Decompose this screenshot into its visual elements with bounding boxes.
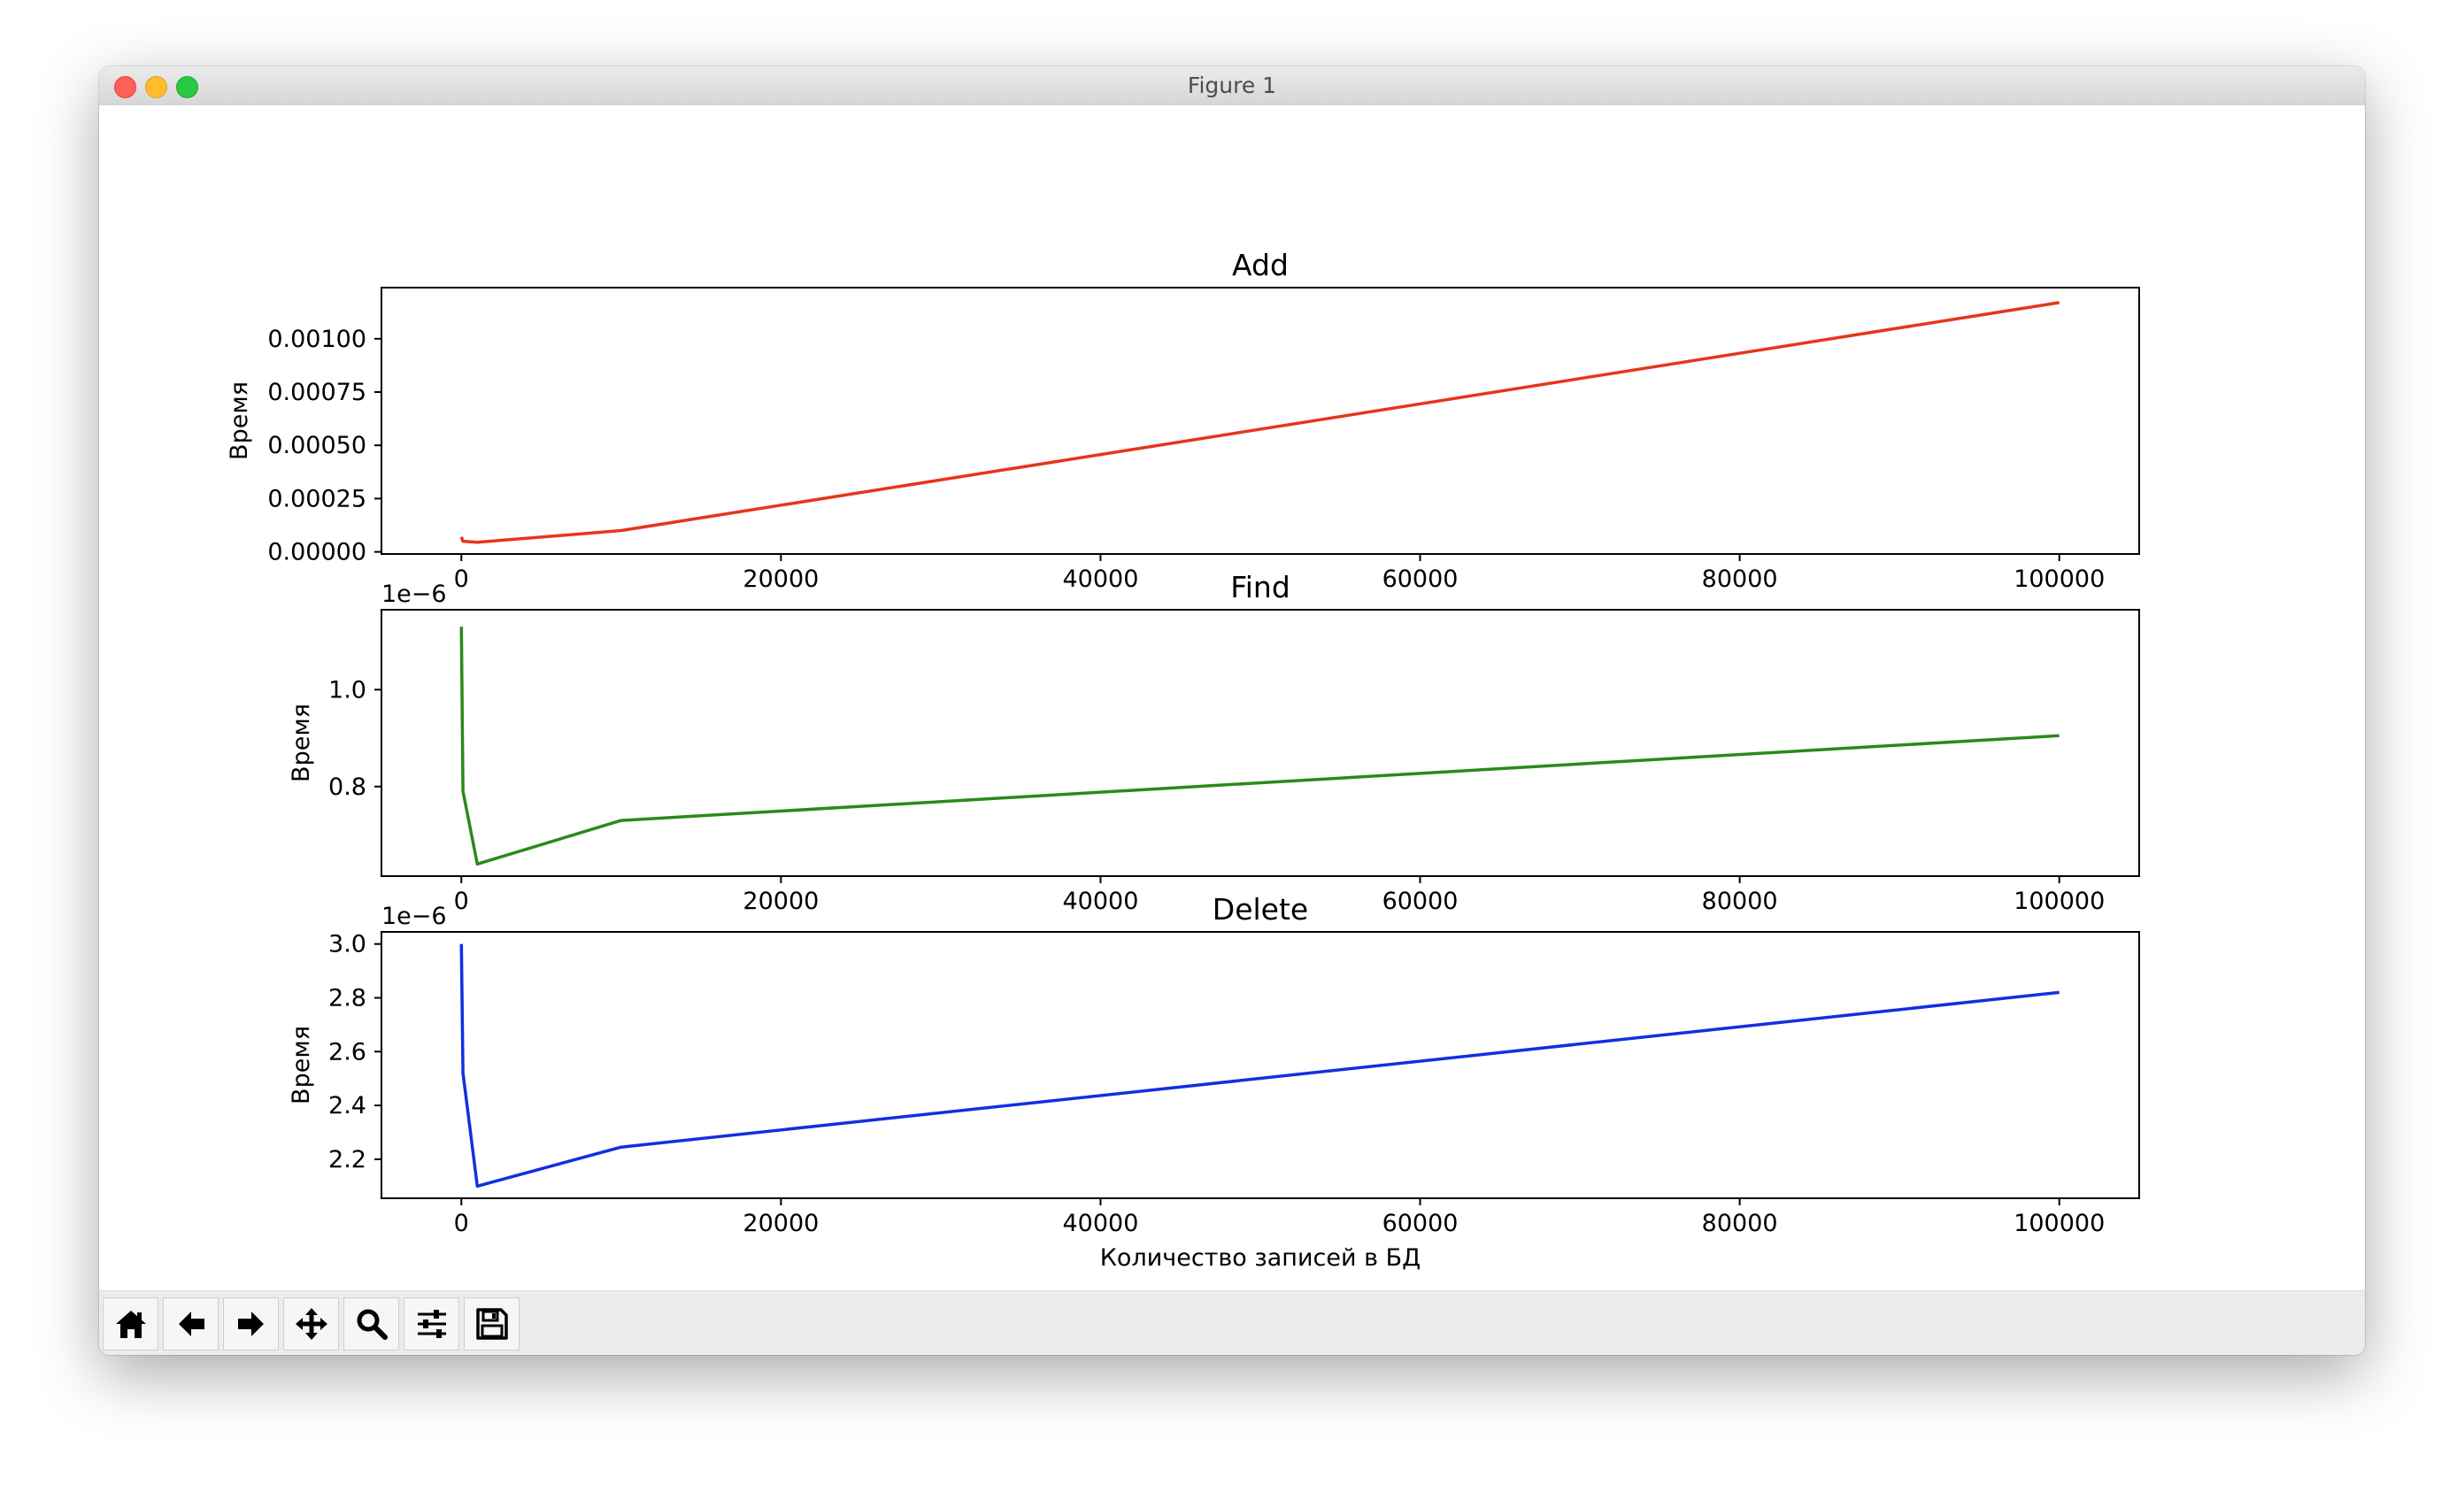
x-tick-label: 40000 [1063, 1210, 1139, 1237]
x-tick-label: 100000 [2014, 1210, 2105, 1237]
x-tick-label: 80000 [1702, 888, 1778, 915]
x-tick-label: 20000 [743, 1210, 819, 1237]
y-tick-label: 3.0 [328, 931, 366, 958]
move-icon [296, 1308, 327, 1340]
subplot-find: 0 20000 40000 60000 80000 100000 0.8 1.0 Find Вре… [288, 570, 2140, 915]
y-tick-label: 2.8 [328, 984, 366, 1012]
y-tick-label: 1.0 [328, 676, 366, 704]
back-button[interactable] [163, 1297, 219, 1350]
title-bar: Figure 1 [99, 66, 2365, 106]
navigation-toolbar [99, 1290, 2365, 1355]
pan-button[interactable] [283, 1297, 339, 1350]
window-title: Figure 1 [1187, 73, 1277, 98]
x-tick-label: 80000 [1702, 566, 1778, 593]
x-tick-label: 40000 [1063, 888, 1139, 915]
y-axis-label: Время [288, 1026, 315, 1104]
series-line [459, 301, 2060, 544]
series-line [459, 943, 2060, 1189]
y-offset-text: 1e−6 [381, 581, 447, 608]
y-tick-label: 0.00100 [267, 326, 366, 353]
subplot-title: Delete [1213, 892, 1308, 927]
save-button[interactable] [464, 1297, 520, 1350]
x-tick-label: 20000 [743, 888, 819, 915]
close-window-button[interactable] [114, 76, 136, 98]
y-axis-label: Время [226, 381, 253, 460]
axes-frame [381, 609, 2140, 877]
magnifier-icon [357, 1309, 388, 1340]
x-tick-label: 40000 [1063, 566, 1139, 593]
y-tick-label: 0.00025 [267, 485, 366, 512]
x-axis-label: Количество записей в БД [1100, 1244, 1421, 1272]
zoom-window-button[interactable] [176, 76, 198, 98]
y-tick-label: 0.8 [328, 773, 366, 801]
axes-frame [381, 931, 2140, 1199]
arrow-left-icon [179, 1312, 204, 1336]
arrow-right-icon [238, 1312, 264, 1336]
y-offset-text: 1e−6 [381, 903, 447, 930]
configure-subplots-button[interactable] [404, 1297, 459, 1350]
y-tick-label: 2.6 [328, 1038, 366, 1066]
y-tick-label: 0.00075 [267, 379, 366, 406]
subplot-delete: 0 20000 40000 60000 80000 100000 2.2 2.4 2.6 2.8 3… [288, 892, 2140, 1272]
x-tick-label: 100000 [2014, 888, 2105, 915]
x-tick-label: 60000 [1382, 566, 1459, 593]
x-tick-label: 20000 [743, 566, 819, 593]
y-tick-label: 2.4 [328, 1092, 366, 1120]
x-tick-label: 0 [454, 888, 469, 915]
zoom-button[interactable] [343, 1297, 399, 1350]
y-tick-label: 0.00050 [267, 432, 366, 459]
plots-svg: 0 20000 40000 60000 80000 100000 0.00000 0.0002… [226, 248, 2140, 1272]
y-tick-label: 0.00000 [267, 539, 366, 566]
subplot-title: Find [1230, 570, 1290, 604]
forward-button[interactable] [223, 1297, 279, 1350]
home-icon [116, 1311, 146, 1338]
y-tick-label: 2.2 [328, 1146, 366, 1173]
x-tick-label: 60000 [1382, 888, 1459, 915]
x-tick-label: 60000 [1382, 1210, 1459, 1237]
series-line [459, 627, 2060, 866]
x-tick-label: 80000 [1702, 1210, 1778, 1237]
figure-window: Figure 1 0 20000 40000 60000 80000 100000 0.00… [99, 66, 2365, 1355]
floppy-disk-icon [476, 1308, 508, 1340]
sliders-icon [418, 1310, 446, 1338]
subplot-title: Add [1232, 248, 1289, 282]
minimize-window-button[interactable] [145, 76, 167, 98]
x-tick-label: 100000 [2014, 566, 2105, 593]
x-tick-label: 0 [454, 566, 469, 593]
y-axis-label: Время [288, 704, 315, 782]
figure-canvas: 0 20000 40000 60000 80000 100000 0.00000 0.0002… [99, 105, 2365, 1290]
axes-frame [381, 287, 2140, 555]
subplot-add: 0 20000 40000 60000 80000 100000 0.00000 0.0002… [226, 248, 2140, 593]
x-tick-label: 0 [454, 1210, 469, 1237]
home-button[interactable] [103, 1297, 158, 1350]
